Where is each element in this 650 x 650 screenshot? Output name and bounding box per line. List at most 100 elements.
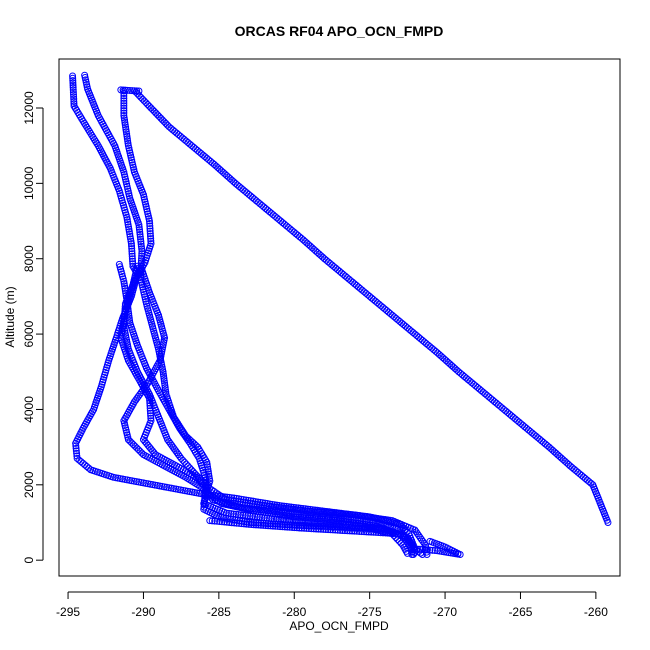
data-point [568,464,576,472]
data-point [125,228,133,236]
data-point [120,315,128,323]
data-point [327,526,335,534]
data-point [136,228,144,236]
data-point [353,527,361,535]
data-point [328,261,336,269]
data-point [347,277,355,285]
data-point [242,504,250,512]
data-point [265,502,273,510]
data-point [205,475,213,483]
data-point [290,228,298,236]
data-point [72,439,80,447]
data-point [162,119,170,127]
data-point [161,381,169,389]
data-point [160,377,168,385]
data-point [585,478,593,486]
data-point [225,509,233,517]
data-point [574,468,582,476]
data-point [126,230,134,238]
data-point [146,225,154,233]
data-point [504,409,512,417]
data-point [515,418,523,426]
data-point [281,523,289,531]
data-point [257,506,265,514]
data-point [294,231,302,239]
data-point [420,338,428,346]
data-point [322,526,330,534]
data-point [346,511,354,519]
data-point [405,537,413,545]
y-tick-label: 8000 [22,245,36,272]
data-point [277,516,285,524]
data-point [490,398,498,406]
data-point [298,524,306,532]
data-point [506,410,514,418]
data-point [265,208,273,216]
data-point [377,529,385,537]
data-point [133,87,141,95]
data-point [160,375,168,383]
data-point [243,520,251,528]
data-point [570,465,578,473]
data-point [282,222,290,230]
data-point [201,153,209,161]
data-point [423,546,431,554]
data-point [147,104,155,112]
data-point [285,509,293,517]
data-point [475,385,483,393]
data-point [460,372,468,380]
data-point [364,291,372,299]
data-point [144,100,152,108]
data-point [479,388,487,396]
data-point [411,545,419,553]
data-point [266,507,274,515]
data-point [297,510,305,518]
data-point [122,289,130,297]
data-point [509,413,517,421]
data-point [171,128,179,136]
data-point [239,511,247,519]
data-point [279,219,287,227]
data-point [121,307,129,315]
data-point [318,512,326,520]
data-point [337,269,345,277]
data-point [120,102,128,110]
data-point [368,518,376,526]
data-point [213,517,221,525]
data-point [256,513,264,521]
data-point [123,135,131,143]
data-point [154,111,162,119]
data-point [147,235,155,243]
data-point [536,435,544,443]
data-point [267,209,275,217]
data-point [406,539,414,547]
data-point [245,190,253,198]
data-point [255,521,263,529]
data-point [240,504,248,512]
data-point [128,250,136,258]
data-point [354,516,362,524]
data-point [288,226,296,234]
data-point [530,431,538,439]
data-point [355,512,363,520]
data-point [169,126,177,134]
data-point [163,121,171,129]
data-point [345,515,353,523]
data-point [201,473,209,481]
data-point [351,511,359,519]
data-point [123,130,131,138]
data-point [260,203,268,211]
data-point [137,235,145,243]
data-point [372,528,380,536]
data-point [343,510,351,518]
data-point [120,109,128,117]
data-point [155,113,163,121]
data-point [133,444,141,452]
data-point [147,414,155,422]
data-point [352,516,360,524]
data-point [494,401,502,409]
data-point [70,95,78,103]
data-point [69,72,77,80]
data-point [293,524,301,532]
